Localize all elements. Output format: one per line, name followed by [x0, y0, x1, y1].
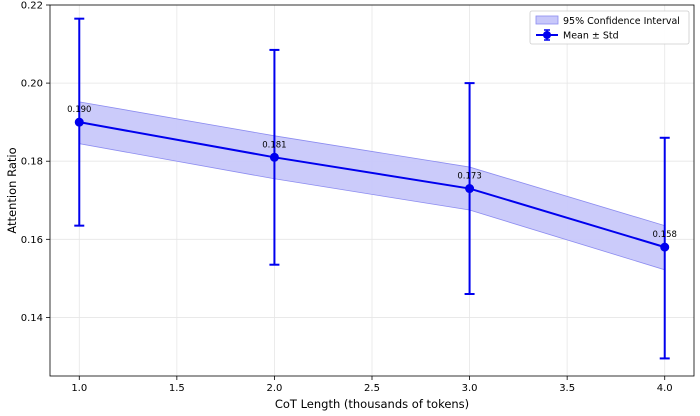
data-label: 0.158: [653, 230, 677, 240]
legend: 95% Confidence Interval Mean ± Std: [529, 10, 690, 45]
legend-marker: [543, 31, 551, 39]
y-axis-title: Attention Ratio: [5, 147, 19, 233]
x-tick-label: 2.5: [364, 383, 380, 394]
mean-line: [79, 121, 666, 249]
legend-ci-label: 95% Confidence Interval: [563, 16, 680, 27]
x-axis-ticks: 1.0 1.5 2.0 2.5 3.0 3.5 4.0: [71, 376, 673, 394]
x-tick-label: 4.0: [657, 383, 673, 394]
mean-line-path: [79, 121, 666, 249]
mean-points: [74, 117, 670, 252]
mean-point: [74, 117, 84, 127]
x-tick-label: 1.5: [169, 383, 185, 394]
data-labels: 0.190 0.181 0.173 0.158: [67, 105, 677, 240]
data-label: 0.173: [457, 172, 481, 182]
legend-mean-label: Mean ± Std: [563, 31, 619, 42]
y-tick-label: 0.20: [21, 79, 43, 90]
y-tick-label: 0.14: [21, 313, 43, 324]
legend-box: [529, 10, 690, 45]
y-axis-ticks: 0.14 0.16 0.18 0.20 0.22: [21, 1, 50, 324]
x-tick-label: 2.0: [266, 383, 282, 394]
data-label: 0.181: [262, 140, 286, 150]
y-tick-label: 0.16: [21, 235, 43, 246]
x-tick-label: 1.0: [71, 383, 87, 394]
x-tick-label: 3.5: [559, 383, 575, 394]
mean-point: [660, 242, 670, 252]
x-axis-title: CoT Length (thousands of tokens): [275, 397, 469, 411]
legend-band-swatch: [535, 15, 559, 25]
y-tick-label: 0.22: [21, 1, 43, 12]
data-label: 0.190: [67, 105, 91, 115]
mean-point: [269, 152, 279, 162]
y-tick-label: 0.18: [21, 157, 43, 168]
x-tick-label: 3.0: [462, 383, 478, 394]
mean-point: [465, 184, 475, 194]
